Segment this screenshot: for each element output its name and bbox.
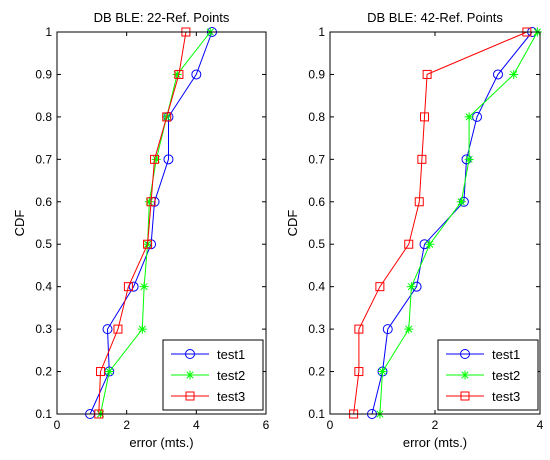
x-tick-label: 4 [193, 418, 200, 432]
data-point-test3 [143, 239, 153, 249]
data-point-test2 [104, 367, 114, 377]
data-point-test3 [422, 69, 432, 79]
x-tick-label: 6 [263, 418, 270, 432]
data-point-test2 [144, 197, 154, 207]
data-point-test3 [162, 112, 172, 122]
data-point-test2 [406, 282, 416, 292]
legend-marker-test3 [460, 391, 470, 401]
legend-marker-test1 [460, 349, 470, 359]
legend-label-test1: test1 [217, 347, 245, 362]
y-tick-label: 1 [318, 25, 325, 39]
series-line-test1 [89, 31, 213, 415]
y-tick-label: 0.3 [35, 322, 52, 336]
chart-panel-42-ref-points: DB BLE: 42-Ref. Points 0 2 4 0.1 0.2 0.3 0.4 0.5… [285, 10, 544, 450]
y-tick-label: 0.9 [308, 67, 325, 81]
x-tick-label: 4 [537, 418, 544, 432]
y-tick-label: 0.3 [308, 322, 325, 336]
legend: test1 test2 test3 [437, 339, 539, 411]
data-point-test3 [354, 324, 364, 334]
legend-label-test3: test3 [217, 389, 245, 404]
legend-label-test1: test1 [492, 347, 520, 362]
data-point-test2 [456, 197, 466, 207]
series-line-test2 [100, 31, 211, 415]
y-tick-label: 0.8 [308, 110, 325, 124]
legend-marker-test1 [185, 349, 195, 359]
data-point-test2 [509, 69, 519, 79]
data-point-test3 [404, 239, 414, 249]
data-point-test2 [151, 154, 161, 164]
y-axis-label: CDF [285, 210, 300, 237]
data-point-test1 [191, 69, 202, 80]
y-tick-label: 0.1 [35, 407, 52, 421]
y-tick-label: 0.7 [308, 152, 325, 166]
series-line-test2 [379, 31, 538, 415]
data-point-test1 [163, 154, 174, 165]
data-point-test2 [378, 367, 387, 377]
y-tick-label: 1 [45, 25, 52, 39]
legend-label-test3: test3 [492, 389, 520, 404]
legend-label-test2: test2 [492, 368, 520, 383]
data-point-test2 [404, 324, 414, 334]
y-tick-label: 0.4 [308, 280, 325, 294]
legend: test1 test2 test3 [162, 339, 264, 411]
legend-marker-test2 [185, 370, 195, 380]
data-point-test3 [174, 69, 184, 79]
data-point-test3 [420, 112, 429, 122]
data-point-test2 [172, 69, 182, 79]
data-point-test2 [464, 154, 474, 164]
x-tick-label: 0 [54, 418, 61, 432]
data-point-test2 [137, 324, 147, 334]
data-point-test3 [146, 197, 156, 207]
data-point-test1 [493, 69, 503, 80]
data-point-test1 [382, 324, 393, 335]
y-tick-label: 0.5 [35, 237, 52, 251]
data-point-test3 [150, 154, 160, 164]
data-point-test2 [425, 239, 435, 249]
data-point-test2 [464, 112, 474, 122]
data-point-test3 [354, 367, 364, 377]
data-point-test3 [414, 197, 424, 207]
y-tick-label: 0.4 [35, 280, 52, 294]
series-line-test3 [98, 31, 187, 415]
y-tick-label: 0.2 [35, 365, 52, 379]
y-axis-label: CDF [12, 210, 27, 237]
x-axis-label: error (mts.) [403, 435, 467, 450]
chart-panel-22-ref-points: DB BLE: 22-Ref. Points 0 2 4 6 0.1 0.2 0.3 0.4 0.… [12, 10, 270, 450]
data-point-test3 [375, 282, 385, 292]
chart-title: DB BLE: 22-Ref. Points [94, 10, 230, 25]
series-test2 [375, 27, 542, 419]
y-tick-label: 0.2 [308, 365, 325, 379]
series-line-test3 [353, 31, 528, 415]
data-point-test3 [96, 367, 106, 377]
x-axis-label: error (mts.) [129, 435, 193, 450]
legend-label-test2: test2 [217, 368, 245, 383]
x-tick-label: 2 [432, 418, 439, 432]
x-tick-label: 0 [327, 418, 334, 432]
data-point-test2 [139, 282, 149, 292]
y-tick-label: 0.5 [308, 237, 325, 251]
plot-area-frame [56, 31, 267, 415]
data-point-test3 [113, 324, 123, 334]
data-point-test3 [123, 282, 133, 292]
chart-title: DB BLE: 42-Ref. Points [367, 10, 503, 25]
data-point-test1 [128, 281, 139, 292]
data-point-test3 [417, 154, 427, 164]
legend-marker-test2 [460, 370, 470, 380]
y-tick-label: 0.6 [35, 195, 52, 209]
y-tick-label: 0.1 [308, 407, 325, 421]
plot-area-frame [329, 31, 541, 415]
y-tick-label: 0.9 [35, 67, 52, 81]
data-point-test1 [102, 324, 113, 335]
legend-marker-test3 [185, 391, 195, 401]
x-tick-label: 2 [123, 418, 130, 432]
y-tick-label: 0.7 [35, 152, 52, 166]
y-tick-label: 0.8 [35, 110, 52, 124]
y-tick-label: 0.6 [308, 195, 325, 209]
series-line-test1 [371, 31, 533, 415]
